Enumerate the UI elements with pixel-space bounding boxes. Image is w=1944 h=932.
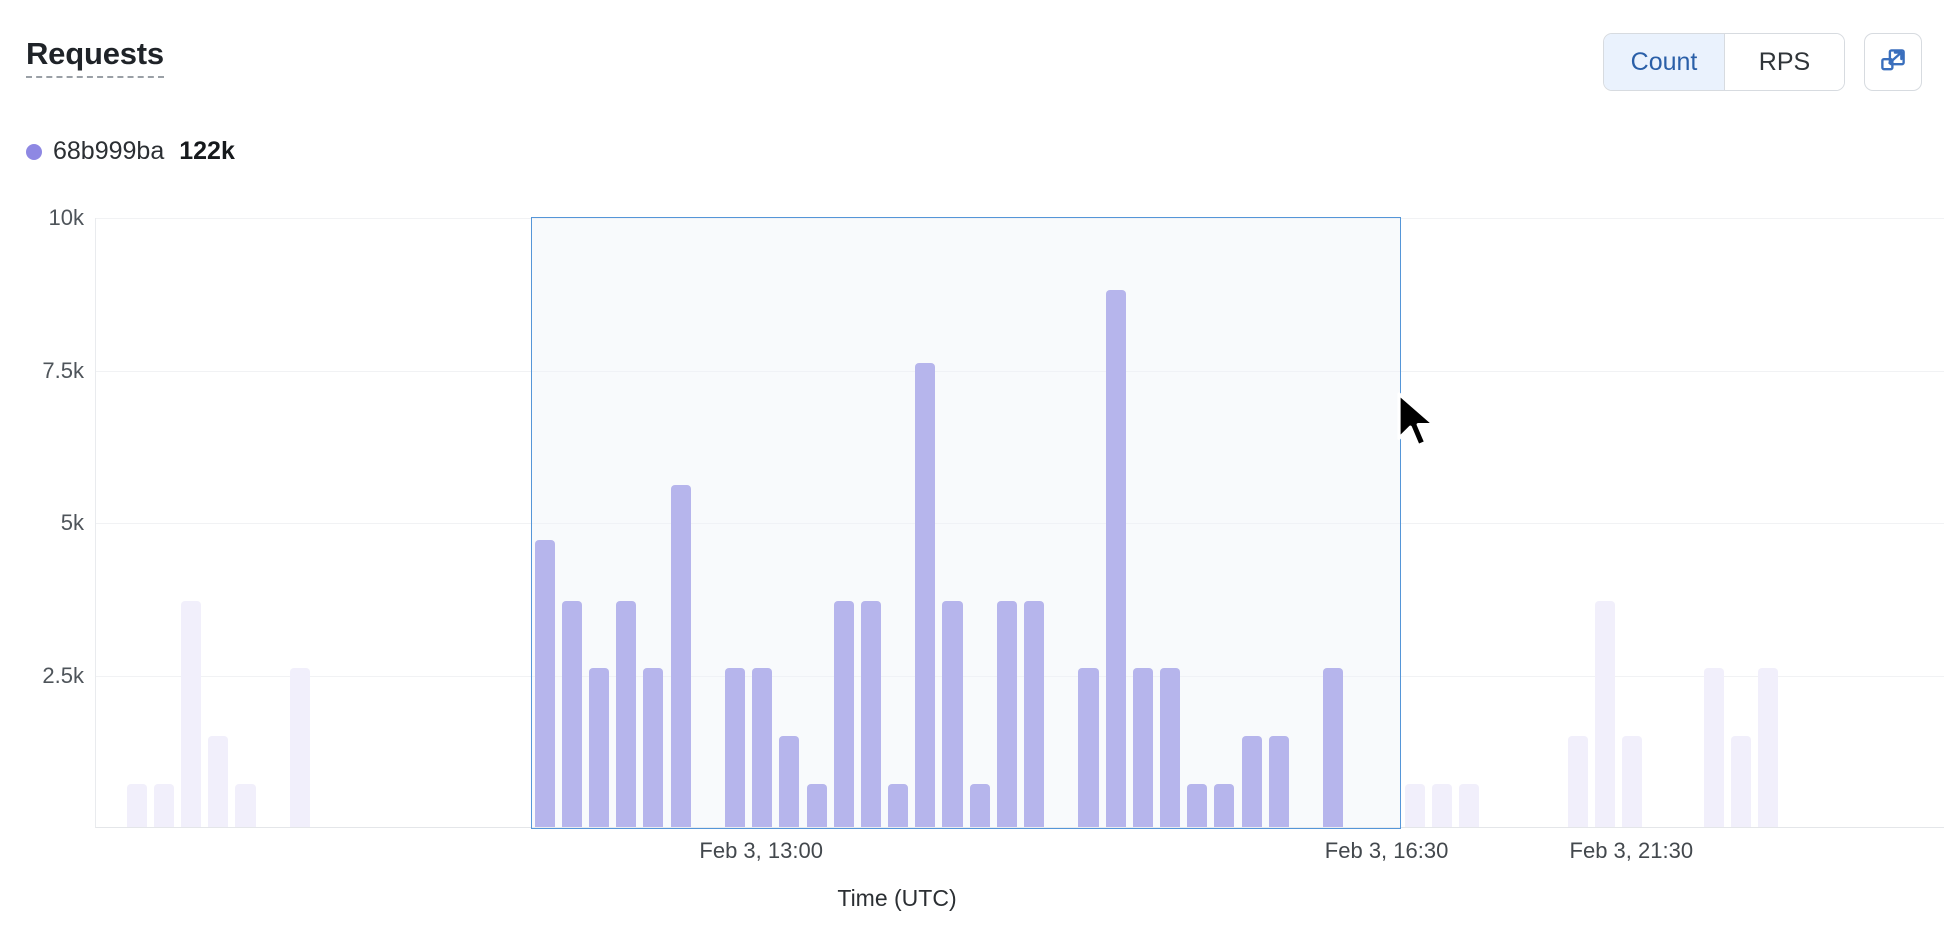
expand-icon (1878, 46, 1908, 79)
tab-rps[interactable]: RPS (1724, 34, 1844, 90)
bar[interactable] (724, 668, 746, 827)
bar[interactable] (806, 784, 827, 827)
page-title: Requests (26, 37, 164, 78)
bar[interactable] (153, 784, 175, 827)
expand-button[interactable] (1864, 33, 1922, 91)
x-axis-label: Time (UTC) (0, 885, 1944, 912)
bar[interactable] (779, 735, 800, 827)
gridline (96, 370, 1944, 372)
bar[interactable] (181, 601, 202, 827)
bar[interactable] (1622, 735, 1643, 827)
bar[interactable] (1595, 601, 1616, 827)
bar[interactable] (1758, 668, 1779, 827)
bar[interactable] (534, 540, 555, 827)
bar[interactable] (752, 668, 773, 827)
gridline (96, 675, 1944, 677)
x-axis-tick-label: Feb 3, 16:30 (1324, 838, 1449, 863)
bar[interactable] (1404, 784, 1425, 827)
bar[interactable] (1431, 784, 1452, 827)
bar[interactable] (1078, 668, 1099, 827)
y-axis-tick-label: 10k (48, 205, 84, 230)
bar[interactable] (643, 668, 664, 827)
bar[interactable] (1132, 668, 1153, 827)
bar[interactable] (1105, 290, 1126, 827)
bar[interactable] (289, 668, 310, 827)
bar[interactable] (888, 784, 909, 827)
bar[interactable] (208, 735, 229, 827)
bar[interactable] (996, 601, 1017, 827)
bar[interactable] (1459, 784, 1480, 827)
plot-area[interactable] (95, 217, 1944, 829)
panel-header: Requests Count RPS (0, 0, 1944, 110)
legend-series-value: 122k (179, 137, 235, 165)
bar[interactable] (915, 363, 936, 827)
gridline (96, 218, 1944, 219)
y-axis-tick-label: 2.5k (42, 662, 84, 688)
bar[interactable] (1241, 735, 1262, 827)
bar[interactable] (1214, 784, 1235, 827)
x-axis-tick-label: Feb 3, 13:00 (699, 838, 823, 863)
bar[interactable] (126, 784, 147, 827)
bar-series[interactable] (96, 218, 1944, 827)
bar[interactable] (1703, 668, 1724, 827)
y-axis-tick-label: 5k (60, 510, 84, 535)
tab-count[interactable]: Count (1604, 34, 1724, 90)
bar[interactable] (561, 601, 582, 827)
bar[interactable] (969, 784, 990, 827)
unit-mode-segmented-control[interactable]: Count RPS (1603, 33, 1845, 91)
series-color-dot (26, 143, 42, 160)
bar[interactable] (1567, 735, 1588, 827)
gridline (96, 523, 1944, 524)
bar[interactable] (1187, 784, 1208, 827)
bar[interactable] (616, 601, 637, 827)
header-controls: Count RPS (1603, 33, 1922, 91)
bar[interactable] (1731, 735, 1752, 827)
bar[interactable] (860, 601, 881, 827)
x-axis-tick-label: Feb 3, 21:30 (1569, 838, 1694, 863)
bar[interactable] (1159, 668, 1181, 827)
bar[interactable] (1268, 735, 1289, 827)
bar[interactable] (1323, 668, 1344, 827)
bar[interactable] (588, 668, 610, 827)
bar[interactable] (942, 601, 963, 827)
y-axis-tick-label: 7.5k (42, 357, 84, 383)
chart-legend[interactable]: 68b999ba 122k (26, 137, 235, 166)
bar[interactable] (670, 485, 691, 827)
x-axis-label-text: Time (UTC) (837, 885, 957, 911)
bar[interactable] (235, 784, 256, 827)
legend-series-name: 68b999ba (53, 137, 165, 165)
bar[interactable] (833, 601, 854, 827)
bar[interactable] (1024, 601, 1045, 827)
